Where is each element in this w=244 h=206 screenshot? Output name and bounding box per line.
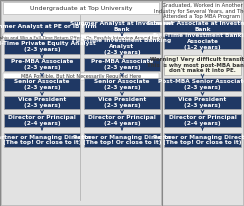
Bar: [162, 1, 243, 205]
Bar: [84, 114, 160, 127]
Text: MBA Possible, But Not Necessarily Required Here: MBA Possible, But Not Necessarily Requir…: [21, 74, 141, 79]
Text: Vice President
(2-3 years): Vice President (2-3 years): [178, 97, 227, 108]
Text: Complete the Internship and Win a Full-Time Return Offer – Or, Possibly Intervie: Complete the Internship and Win a Full-T…: [0, 35, 206, 40]
Text: Pre-MBA Associate
(2-3 years): Pre-MBA Associate (2-3 years): [91, 59, 153, 70]
Text: Post-MBA Senior Associate
(2-3 years): Post-MBA Senior Associate (2-3 years): [158, 79, 244, 90]
Text: Director or Principal
(2-4 years): Director or Principal (2-4 years): [8, 115, 76, 126]
Bar: [164, 34, 241, 49]
Bar: [84, 78, 160, 91]
Text: Director or Principal
(2-4 years): Director or Principal (2-4 years): [169, 115, 236, 126]
Text: Undergraduate at Top University: Undergraduate at Top University: [30, 6, 132, 11]
Bar: [1, 1, 161, 205]
Bar: [84, 58, 160, 71]
Bar: [164, 21, 241, 32]
Bar: [4, 96, 80, 109]
Bar: [4, 58, 80, 71]
Bar: [84, 133, 160, 147]
Bar: [4, 21, 80, 32]
Bar: [3, 34, 159, 41]
Text: Partner or Managing Director
(The top! Or close to it): Partner or Managing Director (The top! O…: [73, 135, 171, 145]
Text: Summer Analyst at Investment
Bank: Summer Analyst at Investment Bank: [70, 21, 174, 32]
Bar: [84, 21, 160, 32]
Bar: [164, 55, 241, 75]
Text: Warning! Very difficult transition.
This is why most post-MBA bankers
don't make: Warning! Very difficult transition. This…: [147, 57, 244, 73]
Text: Pre-MBA Associate
(2-3 years): Pre-MBA Associate (2-3 years): [11, 59, 73, 70]
Bar: [3, 73, 159, 80]
Bar: [4, 39, 80, 54]
Text: Full-Time Investment Banking
Associate
(1-2 years): Full-Time Investment Banking Associate (…: [153, 33, 244, 50]
Text: Partner or Managing Director
(The top! Or close to it): Partner or Managing Director (The top! O…: [153, 135, 244, 145]
Text: Senior Associate
(2-3 years): Senior Associate (2-3 years): [14, 79, 70, 90]
Text: Summer Analyst at PE or IB Firm: Summer Analyst at PE or IB Firm: [0, 24, 96, 29]
Bar: [84, 39, 160, 54]
Text: Director or Principal
(2-4 years): Director or Principal (2-4 years): [88, 115, 156, 126]
Text: Senior Associate
(2-3 years): Senior Associate (2-3 years): [94, 79, 150, 90]
Bar: [164, 2, 241, 20]
Bar: [4, 78, 80, 91]
Text: Graduated, Worked in Another
Industry for Several Years, and Then
Attended a Top: Graduated, Worked in Another Industry fo…: [154, 3, 244, 19]
Bar: [164, 114, 241, 127]
Bar: [3, 2, 159, 14]
Text: Vice President
(2-3 years): Vice President (2-3 years): [18, 97, 66, 108]
Text: Full-Time Investment Banking
Analyst
(2-3 years): Full-Time Investment Banking Analyst (2-…: [72, 38, 172, 55]
Bar: [4, 114, 80, 127]
Text: Partner or Managing Director
(The top! Or close to it): Partner or Managing Director (The top! O…: [0, 135, 91, 145]
Bar: [84, 96, 160, 109]
Text: Vice President
(2-3 years): Vice President (2-3 years): [98, 97, 146, 108]
Bar: [164, 96, 241, 109]
Text: Summer Associate at Investment
Bank: Summer Associate at Investment Bank: [147, 21, 244, 32]
Bar: [164, 133, 241, 147]
Bar: [4, 133, 80, 147]
Text: Full-Time Private Equity Analyst
(2-3 years): Full-Time Private Equity Analyst (2-3 ye…: [0, 41, 95, 52]
Bar: [164, 78, 241, 91]
